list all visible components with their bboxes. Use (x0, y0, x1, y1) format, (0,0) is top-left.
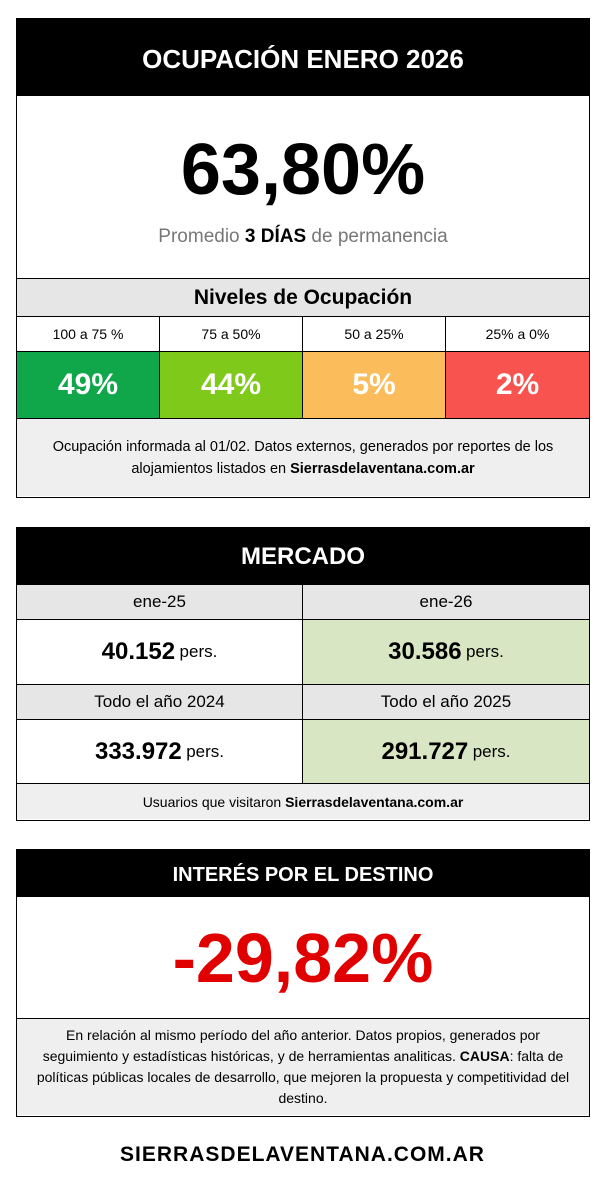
niveles-values: 49% 44% 5% 2% (17, 351, 589, 418)
mercado-title: MERCADO (17, 528, 589, 584)
site-link[interactable]: Sierrasdelaventana.com.ar (290, 460, 475, 477)
level-value: 2% (446, 352, 589, 418)
level-value: 44% (160, 352, 303, 418)
range-label: 100 a 75 % (17, 317, 160, 351)
niveles-ranges: 100 a 75 % 75 a 50% 50 a 25% 25% a 0% (17, 316, 589, 351)
interes-note: En relación al mismo período del año ant… (17, 1018, 589, 1115)
ocupacion-main: 63,80% Promedio 3 DÍAS de permanencia (17, 95, 589, 278)
footer-site[interactable]: SIERRASDELAVENTANA.COM.AR (120, 1143, 485, 1166)
mercado-col2-year-value: 291.727 pers. (303, 720, 589, 783)
ocupacion-percent: 63,80% (180, 130, 426, 210)
ocupacion-card: OCUPACIÓN ENERO 2026 63,80% Promedio 3 D… (16, 18, 590, 498)
site-link[interactable]: Sierrasdelaventana.com.ar (285, 793, 464, 810)
ocupacion-note: Ocupación informada al 01/02. Datos exte… (17, 418, 589, 496)
ocupacion-title: OCUPACIÓN ENERO 2026 (17, 19, 589, 95)
interes-card: INTERÉS POR EL DESTINO -29,82% En relaci… (16, 849, 590, 1117)
mercado-col2-value: 30.586 pers. (303, 620, 589, 684)
causa-label: CAUSA (459, 1048, 510, 1064)
level-value: 5% (303, 352, 446, 418)
range-label: 50 a 25% (303, 317, 446, 351)
level-value: 49% (17, 352, 160, 418)
interes-percent: -29,82% (172, 918, 434, 997)
mercado-card: MERCADO ene-25 ene-26 40.152 pers. 30.58… (16, 527, 590, 821)
mercado-col2-label: ene-26 (303, 585, 589, 619)
mercado-col1-value: 40.152 pers. (17, 620, 303, 684)
interes-main: -29,82% (17, 896, 589, 1018)
range-label: 75 a 50% (160, 317, 303, 351)
mercado-note: Usuarios que visitaron Sierrasdelaventan… (17, 783, 589, 819)
promedio-text: Promedio 3 DÍAS de permanencia (158, 226, 448, 247)
mercado-col2-year-label: Todo el año 2025 (303, 685, 589, 719)
niveles-title: Niveles de Ocupación (17, 278, 589, 316)
promedio-dias: 3 DÍAS (244, 226, 307, 247)
range-label: 25% a 0% (485, 326, 550, 342)
mercado-col1-label: ene-25 (17, 585, 303, 619)
interes-title: INTERÉS POR EL DESTINO (17, 850, 589, 896)
mercado-col1-year-label: Todo el año 2024 (17, 685, 303, 719)
mercado-col1-year-value: 333.972 pers. (17, 720, 303, 783)
